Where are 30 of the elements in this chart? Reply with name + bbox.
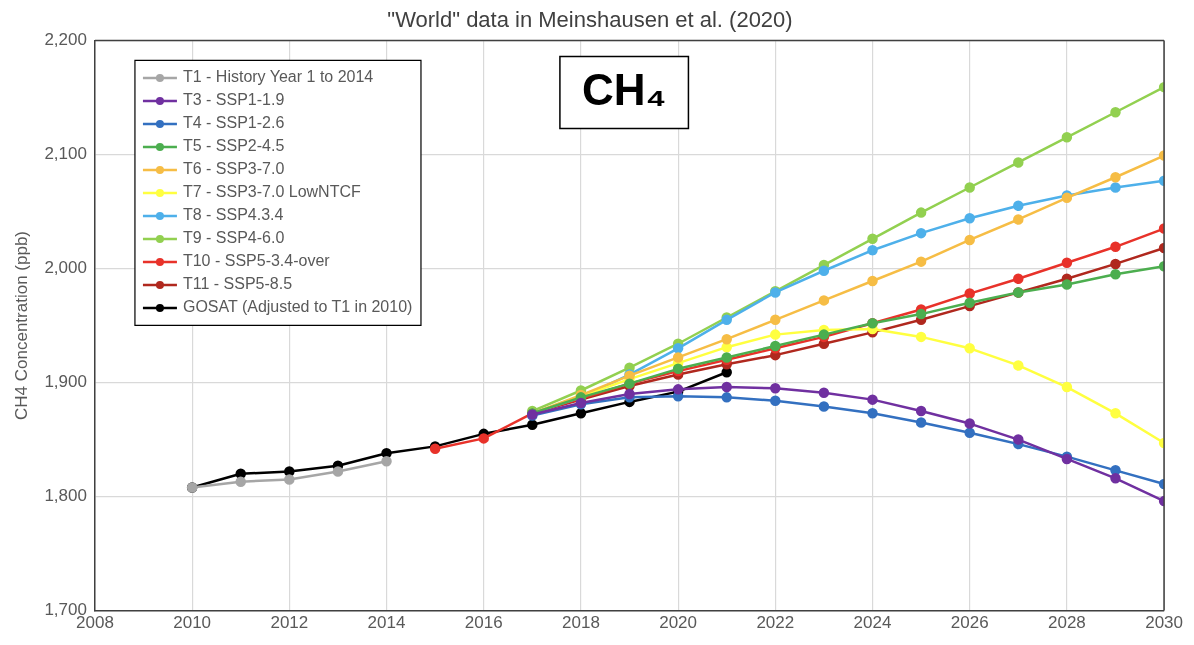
x-tick-label: 2024 [853,613,892,633]
legend-label: T1 - History Year 1 to 2014 [182,68,374,86]
legend-label: T6 - SSP3-7.0 [182,160,285,178]
y-tick-label: 2,200 [44,30,87,50]
x-tick-label: 2010 [173,613,212,633]
x-tick-label: 2012 [270,613,309,633]
legend-label: T8 - SSP4.3.4 [182,206,284,224]
annotation: CH₄ [581,64,667,114]
x-tick-label: 2014 [367,613,406,633]
legend-label: T5 - SSP2-4.5 [182,137,285,155]
legend-label: T9 - SSP4-6.0 [182,229,285,247]
legend-label: GOSAT (Adjusted to T1 in 2010) [182,298,413,316]
legend-label: T11 - SSP5-8.5 [182,275,293,293]
x-tick-label: 2022 [756,613,795,633]
x-tick-label: 2016 [464,613,503,633]
y-tick-label: 2,100 [44,144,87,164]
x-tick-label: 2020 [659,613,698,633]
legend-label: T3 - SSP1-1.9 [182,91,285,109]
x-tick-label: 2030 [1145,613,1183,633]
legend-label: T10 - SSP5-3.4-over [182,252,331,270]
chart-title: "World" data in Meinshausen et al. (2020) [387,7,793,33]
y-axis-title: CH4 Concentration (ppb) [11,231,31,420]
y-tick-label: 1,900 [44,372,87,392]
y-tick-label: 1,800 [44,486,87,506]
legend-label: T4 - SSP1-2.6 [182,114,285,132]
y-tick-label: 2,000 [44,258,87,278]
legend-label: T7 - SSP3-7.0 LowNTCF [182,183,361,201]
x-tick-label: 2018 [562,613,600,633]
x-tick-label: 2028 [1047,613,1086,633]
x-tick-label: 2026 [950,613,989,633]
